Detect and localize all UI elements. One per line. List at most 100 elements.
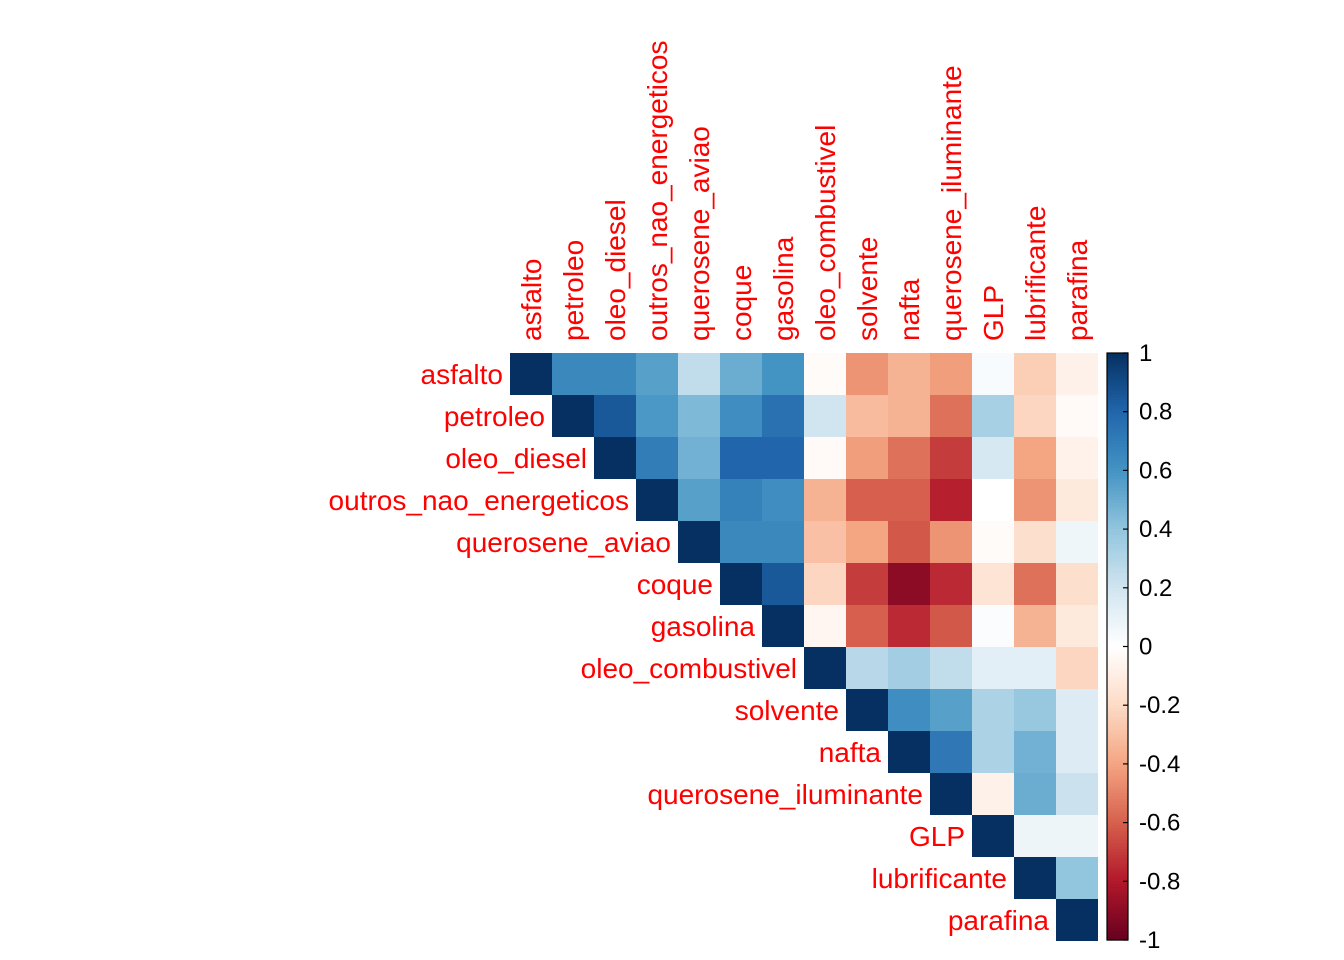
legend-swatch xyxy=(1107,722,1128,727)
heatmap-cell xyxy=(552,353,594,395)
legend-swatch xyxy=(1107,934,1128,938)
heatmap-cell xyxy=(762,395,804,437)
legend-swatch xyxy=(1107,420,1128,425)
legend-swatch xyxy=(1107,502,1128,507)
legend-swatch xyxy=(1107,866,1128,871)
legend-swatch xyxy=(1107,840,1128,844)
legend-swatch xyxy=(1107,784,1128,788)
heatmap-cell xyxy=(888,395,930,437)
legend-swatch xyxy=(1107,534,1128,539)
heatmap-cell xyxy=(594,437,636,479)
legend-swatch xyxy=(1107,763,1128,768)
legend-swatch xyxy=(1107,769,1128,774)
heatmap-cell xyxy=(846,395,888,437)
heatmap-cell xyxy=(930,689,972,731)
legend-swatch xyxy=(1107,705,1128,709)
heatmap-cell xyxy=(972,773,1014,815)
legend-tick-label: -0.2 xyxy=(1139,692,1180,719)
legend-swatch xyxy=(1107,446,1128,451)
heatmap-cell xyxy=(1056,857,1098,899)
row-label: querosene_aviao xyxy=(456,527,671,558)
column-label: solvente xyxy=(852,237,883,341)
heatmap-cell xyxy=(1014,773,1056,815)
legend-swatch xyxy=(1107,385,1128,389)
heatmap-cell xyxy=(636,395,678,437)
legend-swatch xyxy=(1107,373,1128,378)
legend-swatch xyxy=(1107,743,1128,747)
column-label: querosene_iluminante xyxy=(936,65,967,341)
legend-swatch xyxy=(1107,593,1128,598)
heatmap-cell xyxy=(888,437,930,479)
heatmap-cell xyxy=(720,353,762,395)
heatmap-cell xyxy=(972,437,1014,479)
heatmap-cell xyxy=(804,395,846,437)
heatmap-cell xyxy=(1014,353,1056,395)
legend-swatch xyxy=(1107,578,1128,583)
legend-swatch xyxy=(1107,804,1128,809)
heatmap-cell xyxy=(636,353,678,395)
heatmap-cell xyxy=(1056,353,1098,395)
legend-tick-label: 0.8 xyxy=(1139,399,1172,426)
heatmap-cell xyxy=(1056,521,1098,563)
legend-swatch xyxy=(1107,863,1128,868)
heatmap-cell xyxy=(720,395,762,437)
legend-swatch xyxy=(1107,376,1128,381)
legend-swatch xyxy=(1107,925,1128,929)
column-label: querosene_aviao xyxy=(684,126,715,341)
heatmap-cell xyxy=(846,689,888,731)
legend-swatch xyxy=(1107,834,1128,838)
legend-swatch xyxy=(1107,922,1128,926)
column-label: oleo_combustivel xyxy=(810,125,841,341)
legend-tick-label: -0.4 xyxy=(1139,751,1180,778)
legend-swatch xyxy=(1107,714,1128,718)
heatmap-cell xyxy=(972,395,1014,437)
heatmap-cell xyxy=(804,353,846,395)
legend-swatch xyxy=(1107,643,1128,648)
legend-swatch xyxy=(1107,749,1128,753)
heatmap-cell xyxy=(762,479,804,521)
heatmap-cell xyxy=(888,647,930,689)
legend-swatch xyxy=(1107,587,1128,592)
heatmap-cell xyxy=(762,353,804,395)
row-label: coque xyxy=(637,569,713,600)
legend-swatch xyxy=(1107,634,1128,639)
column-label: gasolina xyxy=(768,236,799,341)
heatmap-cell xyxy=(678,437,720,479)
legend-swatch xyxy=(1107,875,1128,879)
heatmap-cell xyxy=(1056,731,1098,773)
heatmap-cell xyxy=(888,521,930,563)
legend-swatch xyxy=(1107,394,1128,398)
legend-swatch xyxy=(1107,828,1128,833)
row-labels: asfalto petroleo oleo_diesel outros_nao_ene… xyxy=(329,359,1050,936)
row-label: petroleo xyxy=(444,401,545,432)
legend-swatch xyxy=(1107,661,1128,665)
heatmap-cell xyxy=(888,605,930,647)
heatmap-cell xyxy=(930,353,972,395)
heatmap-cell xyxy=(594,395,636,437)
row-label: nafta xyxy=(819,737,882,768)
heatmap-cell xyxy=(1056,773,1098,815)
row-label: oleo_combustivel xyxy=(581,653,797,684)
legend-swatch xyxy=(1107,628,1128,633)
legend-swatch xyxy=(1107,787,1128,791)
legend-swatch xyxy=(1107,617,1128,621)
legend-swatch xyxy=(1107,496,1128,501)
heatmap-cell xyxy=(846,563,888,605)
legend-swatch xyxy=(1107,364,1128,369)
legend-swatch xyxy=(1107,532,1128,536)
legend-swatch xyxy=(1107,482,1128,486)
legend-swatch xyxy=(1107,620,1128,624)
heatmap-cell xyxy=(1014,395,1056,437)
legend-swatch xyxy=(1107,408,1128,413)
heatmap-cell xyxy=(804,437,846,479)
legend-swatch xyxy=(1107,664,1128,668)
row-label: gasolina xyxy=(651,611,756,642)
heatmap-cell xyxy=(678,521,720,563)
legend-swatch xyxy=(1107,631,1128,636)
heatmap-cell xyxy=(1014,815,1056,857)
legend-swatch xyxy=(1107,725,1128,730)
legend-swatch xyxy=(1107,716,1128,721)
heatmap-cell xyxy=(636,479,678,521)
legend-swatch xyxy=(1107,443,1128,448)
legend-swatch xyxy=(1107,358,1128,363)
